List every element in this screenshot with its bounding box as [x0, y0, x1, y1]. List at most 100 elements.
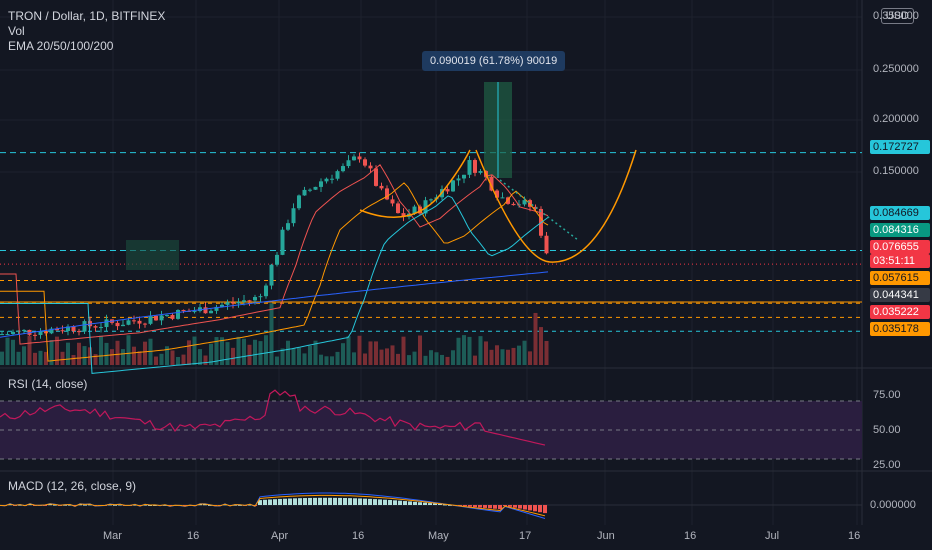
macd-legend[interactable]: MACD (12, 26, close, 9) — [8, 479, 137, 493]
macd-histogram-bar — [433, 503, 437, 505]
volume-bar — [511, 347, 516, 365]
price-tick: 0.150000 — [873, 165, 919, 177]
volume-bar — [341, 343, 345, 365]
macd-histogram-bar — [468, 505, 472, 507]
volume-label[interactable]: Vol — [8, 24, 25, 38]
volume-bar — [423, 355, 428, 365]
volume-bar — [412, 351, 417, 365]
date-tick: Jun — [597, 530, 615, 542]
macd-histogram-bar — [258, 500, 262, 505]
countdown-label: 03:51:11 — [870, 254, 930, 268]
volume-bar — [55, 336, 59, 365]
candle-body — [412, 206, 417, 214]
volume-bar — [121, 349, 125, 365]
macd-histogram-bar — [293, 498, 297, 505]
candle-body — [462, 174, 466, 179]
date-tick: 16 — [187, 530, 200, 542]
macd-histogram-bar — [143, 504, 147, 506]
volume-bar — [264, 335, 268, 365]
macd-histogram-bar — [538, 505, 542, 513]
volume-bar — [379, 349, 384, 365]
cup-arc-left — [359, 149, 471, 218]
volume-bar — [489, 349, 494, 365]
symbol-title[interactable]: TRON / Dollar, 1D, BITFINEX — [8, 9, 166, 23]
candle-body — [247, 300, 252, 302]
macd-histogram-bar — [518, 505, 522, 509]
candle-body — [253, 297, 257, 301]
volume-bar — [60, 351, 65, 365]
candle-body — [115, 322, 120, 327]
volume-bar — [280, 348, 285, 365]
macd-histogram-bar — [198, 504, 202, 506]
macd-histogram-bar — [343, 498, 347, 505]
price-label: 0.057615 — [870, 271, 930, 285]
volume-bar — [539, 327, 543, 365]
range-box — [126, 240, 179, 270]
currency-button[interactable]: USD — [880, 8, 914, 24]
volume-bar — [143, 341, 147, 365]
macd-histogram-bar — [398, 500, 402, 505]
macd-histogram-bar — [408, 501, 412, 505]
volume-bar — [176, 356, 180, 365]
candle-body — [467, 160, 472, 175]
macd-histogram-bar — [203, 504, 207, 506]
macd-histogram-bar — [183, 505, 187, 506]
volume-bar — [231, 347, 235, 365]
volume-bar — [38, 350, 43, 365]
macd-histogram-bar — [88, 504, 92, 506]
macd-histogram-bar — [413, 501, 417, 505]
date-tick: May — [428, 530, 449, 542]
candle-body — [203, 307, 208, 314]
candle-body — [286, 223, 290, 230]
ema-label[interactable]: EMA 20/50/100/200 — [8, 39, 114, 53]
candle-body — [385, 188, 389, 200]
candle-body — [401, 213, 406, 217]
volume-bar — [467, 336, 472, 365]
macd-histogram-bar — [328, 497, 332, 505]
candle-body — [258, 296, 263, 298]
candle-body — [313, 186, 318, 190]
volume-bar — [236, 336, 241, 365]
volume-bar — [49, 339, 54, 365]
volume-bar — [269, 303, 274, 365]
rsi-legend[interactable]: RSI (14, close) — [8, 377, 88, 391]
date-tick: Apr — [271, 530, 289, 542]
macd-histogram-bar — [63, 504, 67, 506]
volume-bar — [170, 350, 175, 365]
volume-bar — [522, 340, 527, 365]
volume-bar — [5, 337, 10, 365]
macd-histogram-bar — [463, 505, 467, 507]
volume-bar — [286, 340, 290, 365]
volume-bar — [297, 347, 301, 365]
macd-histogram-bar — [263, 499, 267, 505]
volume-bar — [242, 338, 246, 365]
candle-body — [478, 171, 483, 173]
volume-bar — [368, 341, 373, 365]
candle-body — [302, 189, 307, 196]
candle-body — [264, 285, 268, 297]
volume-bar — [253, 339, 257, 365]
volume-bar — [27, 335, 32, 365]
candle-body — [473, 160, 477, 173]
macd-histogram-bar — [403, 501, 407, 505]
macd-histogram-bar — [448, 504, 452, 506]
candle-body — [66, 326, 70, 331]
candle-body — [495, 190, 499, 198]
macd-histogram-bar — [533, 505, 537, 512]
volume-bar — [16, 351, 21, 365]
macd-histogram-bar — [223, 504, 227, 506]
candle-body — [16, 330, 21, 332]
macd-histogram-bar — [523, 505, 527, 510]
macd-histogram-bar — [383, 499, 387, 505]
volume-bar — [445, 356, 450, 365]
volume-bar — [66, 342, 70, 365]
macd-histogram-bar — [428, 503, 432, 505]
volume-bar — [209, 343, 213, 365]
chart-legend: TRON / Dollar, 1D, BITFINEX Vol EMA 20/5… — [8, 9, 165, 54]
volume-bar — [104, 342, 109, 365]
candle-body — [71, 326, 76, 332]
macd-histogram-bar — [528, 505, 532, 511]
macd-histogram-bar — [68, 504, 72, 506]
macd-histogram-bar — [423, 502, 427, 505]
